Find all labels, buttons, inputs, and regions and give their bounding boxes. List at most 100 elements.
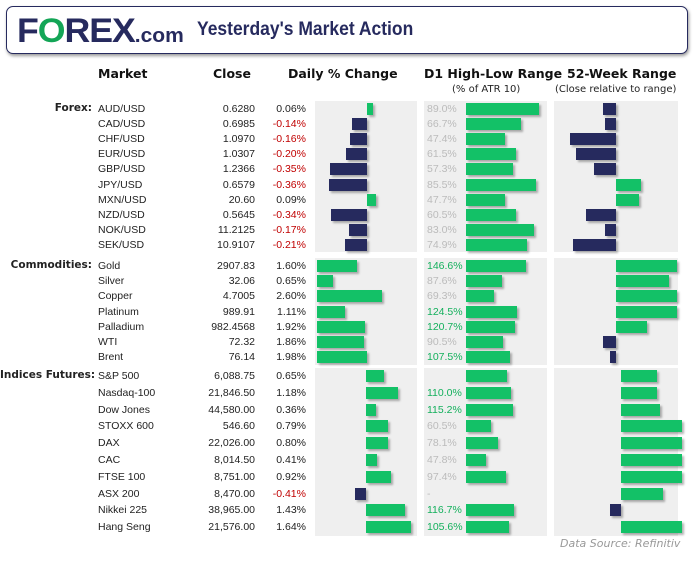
- close-value: 76.14: [228, 351, 255, 364]
- d1-range-bar: [466, 208, 516, 221]
- market-name: CAD/USD: [98, 118, 146, 131]
- daily-change-value: 2.60%: [276, 290, 306, 303]
- market-name: AUD/USD: [98, 103, 146, 115]
- close-value: 32.06: [228, 275, 255, 288]
- close-value: 982.4568: [211, 320, 255, 333]
- daily-change-value: 1.18%: [276, 386, 306, 399]
- close-value: 22,026.00: [208, 437, 255, 450]
- d1-range-label: 115.2%: [427, 403, 462, 416]
- daily-change-bar: [366, 403, 376, 416]
- d1-range-label: 110.0%: [427, 386, 462, 399]
- 52-week-bar: [594, 163, 616, 176]
- daily-change-bar: [352, 118, 367, 131]
- daily-change-value: 1.64%: [276, 521, 306, 534]
- 52-week-bar: [570, 133, 616, 146]
- close-value: 6,088.75: [214, 370, 255, 382]
- market-name: STOXX 600: [98, 420, 154, 433]
- close-value: 72.32: [228, 336, 255, 348]
- market-name: ASX 200: [98, 487, 140, 500]
- daily-change-bar: [330, 163, 367, 176]
- 52-week-bar: [621, 470, 682, 483]
- 52-week-bar: [616, 320, 648, 333]
- page-title: Yesterday's Market Action: [197, 19, 414, 40]
- market-name: Palladium: [98, 320, 145, 333]
- d1-range-label: 74.9%: [427, 238, 457, 251]
- market-name: NOK/USD: [98, 223, 146, 236]
- 52-week-bar: [616, 193, 640, 206]
- daily-change-bar: [329, 178, 367, 191]
- daily-change-value: 1.98%: [276, 351, 306, 364]
- section-label: Commodities:: [10, 259, 92, 271]
- d1-range-label: 105.6%: [427, 521, 463, 534]
- daily-change-value: 1.60%: [276, 260, 306, 272]
- 52-week-bar: [616, 275, 670, 288]
- col-subheader-52-week: (Close relative to range): [555, 84, 677, 95]
- market-name: NZD/USD: [98, 208, 145, 221]
- market-name: Nikkei 225: [98, 504, 148, 517]
- d1-range-bar: [466, 275, 502, 288]
- market-name: SEK/USD: [98, 238, 145, 251]
- daily-change-bar: [317, 351, 367, 364]
- d1-range-label: 97.4%: [427, 470, 457, 483]
- d1-range-bar: [466, 118, 521, 131]
- daily-change-value: -0.16%: [272, 133, 306, 146]
- daily-change-bar: [366, 437, 388, 450]
- daily-change-value: 0.92%: [276, 470, 306, 483]
- daily-change-value: 0.79%: [276, 420, 306, 433]
- d1-range-bar: [466, 470, 506, 483]
- col-header-daily-change: Daily % Change: [288, 66, 398, 81]
- daily-change-bar: [367, 193, 377, 206]
- d1-range-bar: [466, 103, 539, 115]
- daily-change-bar: [366, 420, 388, 433]
- d1-range-bar: [466, 504, 514, 517]
- market-name: S&P 500: [98, 370, 140, 382]
- close-value: 38,965.00: [208, 504, 255, 517]
- market-name: Platinum: [98, 305, 139, 318]
- d1-range-bar: [466, 260, 527, 272]
- col-header-52-week: 52-Week Range: [567, 66, 677, 81]
- close-value: 1.2366: [222, 163, 255, 176]
- d1-range-bar: [466, 454, 486, 466]
- d1-range-label: 60.5%: [427, 420, 457, 433]
- daily-change-bar: [317, 290, 382, 303]
- market-name: Nasdaq-100: [98, 386, 156, 399]
- close-value: 0.6985: [222, 118, 255, 131]
- 52-week-bar: [603, 336, 616, 348]
- close-value: 8,751.00: [214, 470, 255, 483]
- d1-range-label: 47.7%: [427, 193, 457, 206]
- close-value: 21,846.50: [208, 386, 255, 399]
- daily-change-value: 1.92%: [276, 320, 306, 333]
- daily-change-bar: [366, 521, 411, 534]
- market-name: WTI: [98, 336, 118, 348]
- daily-change-value: 0.80%: [276, 437, 306, 450]
- market-name: JPY/USD: [98, 178, 143, 191]
- daily-change-value: -0.17%: [272, 223, 306, 236]
- daily-change-bar: [366, 454, 378, 466]
- daily-change-bar: [366, 470, 392, 483]
- close-value: 10.9107: [217, 238, 255, 251]
- daily-change-value: 0.06%: [276, 103, 306, 115]
- 52-week-bar: [605, 118, 616, 131]
- market-name: Gold: [98, 260, 121, 272]
- col-header-close: Close: [213, 66, 251, 81]
- d1-range-label: 116.7%: [427, 504, 462, 517]
- d1-range-bar: [466, 223, 535, 236]
- d1-range-bar: [466, 386, 512, 399]
- section-label: Forex:: [54, 102, 92, 114]
- 52-week-bar: [621, 403, 661, 416]
- 52-week-bar: [609, 351, 616, 364]
- market-name: FTSE 100: [98, 470, 146, 483]
- d1-range-label: 146.6%: [427, 260, 463, 272]
- daily-change-bar: [367, 103, 374, 115]
- d1-range-bar: [466, 320, 516, 333]
- section-label: Indices Futures:: [0, 369, 96, 381]
- d1-range-label: 107.5%: [427, 351, 463, 364]
- d1-range-label: 69.3%: [427, 290, 457, 303]
- daily-change-value: 1.11%: [277, 305, 306, 318]
- close-value: 0.6280: [222, 103, 255, 115]
- 52-week-bar: [605, 223, 616, 236]
- daily-change-value: 0.41%: [276, 454, 306, 466]
- daily-change-value: 0.09%: [276, 193, 306, 206]
- market-name: MXN/USD: [98, 193, 147, 206]
- daily-change-value: -0.36%: [272, 178, 306, 191]
